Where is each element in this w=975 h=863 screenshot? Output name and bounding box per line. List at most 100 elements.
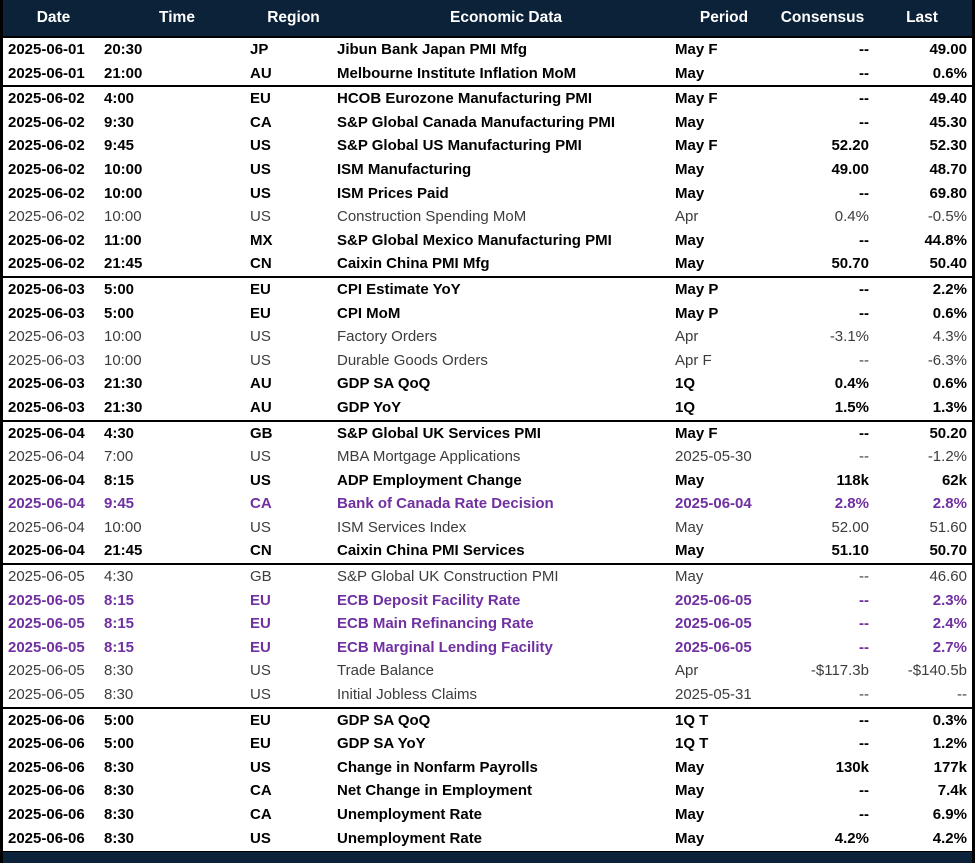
cell-consensus: 1.5%: [834, 398, 869, 416]
table-row: 2025-06-01 21:00 AU Melbourne Institute Inf…: [3, 62, 972, 86]
cell-period: May F: [675, 90, 718, 108]
cell-period: 2025-05-31: [675, 686, 752, 704]
cell-time: 8:30: [104, 662, 134, 680]
cell-region: US: [250, 137, 271, 155]
date-group-2025-06-02: 2025-06-02 4:00 EU HCOB Eurozone Manufactur…: [3, 85, 972, 276]
cell-event: GDP SA QoQ: [337, 711, 431, 729]
cell-last: 2.4%: [932, 615, 967, 633]
cell-region: EU: [250, 304, 271, 322]
table-row: 2025-06-03 5:00 EU CPI MoM May P -- 0.6%: [3, 302, 972, 326]
cell-last: 50.40: [929, 255, 967, 273]
cell-time: 21:30: [104, 375, 143, 393]
cell-date: 2025-06-04: [8, 424, 85, 442]
cell-last: 1.3%: [932, 398, 967, 416]
cell-date: 2025-06-06: [8, 806, 85, 823]
cell-consensus: --: [859, 711, 869, 729]
cell-period: May: [675, 568, 704, 586]
cell-consensus: 51.10: [831, 542, 869, 560]
cell-time: 10:00: [104, 208, 142, 226]
cell-date: 2025-06-06: [8, 782, 85, 800]
table-row: 2025-06-04 21:45 CN Caixin China PMI Servic…: [3, 539, 972, 563]
table-row: 2025-06-02 9:45 US S&P Global US Manufactur…: [3, 134, 972, 158]
cell-date: 2025-06-03: [8, 328, 85, 346]
table-row: 2025-06-02 11:00 MX S&P Global Mexico Manuf…: [3, 229, 972, 253]
cell-event: MBA Mortgage Applications: [337, 448, 521, 466]
cell-time: 21:45: [104, 255, 143, 273]
table-row: 2025-06-02 10:00 US Construction Spending M…: [3, 205, 972, 229]
cell-date: 2025-06-05: [8, 615, 85, 633]
cell-time: 8:30: [104, 829, 135, 847]
cell-consensus: --: [859, 64, 869, 82]
cell-region: CA: [250, 806, 272, 823]
cell-date: 2025-06-04: [8, 542, 85, 560]
table-row: 2025-06-06 8:30 CA Unemployment Rate May -- 6.…: [3, 803, 972, 827]
cell-consensus: --: [859, 782, 869, 800]
cell-consensus: --: [859, 591, 869, 609]
date-group-2025-06-03: 2025-06-03 5:00 EU CPI Estimate YoY May P -- 2…: [3, 275, 972, 420]
cell-last: 50.70: [929, 542, 967, 560]
cell-consensus: --: [859, 90, 869, 108]
cell-period: Apr: [675, 662, 699, 680]
cell-period: May F: [675, 137, 718, 155]
cell-period: May P: [675, 280, 719, 298]
table-row: 2025-06-02 4:00 EU HCOB Eurozone Manufactur…: [3, 87, 972, 111]
cell-last: 51.60: [929, 518, 967, 536]
cell-time: 8:15: [104, 615, 135, 633]
cell-time: 21:45: [104, 542, 143, 560]
cell-event: Durable Goods Orders: [337, 351, 488, 369]
cell-event: Initial Jobless Claims: [337, 686, 478, 704]
cell-event: ECB Main Refinancing Rate: [337, 615, 534, 633]
cell-consensus: --: [859, 41, 869, 58]
cell-consensus: 0.4%: [834, 375, 869, 393]
cell-last: 49.40: [929, 90, 967, 108]
cell-event: S&P Global UK Construction PMI: [337, 568, 559, 586]
cell-region: US: [250, 328, 271, 346]
cell-date: 2025-06-05: [8, 686, 85, 704]
table-row: 2025-06-05 8:30 US Trade Balance Apr -$117.3b…: [3, 659, 972, 683]
cell-period: 2025-06-05: [675, 638, 752, 656]
cell-date: 2025-06-02: [8, 137, 85, 155]
table-header: Date Time Region Economic Data Period Co…: [3, 0, 972, 38]
cell-event: Caixin China PMI Mfg: [337, 255, 490, 273]
cell-last: 0.6%: [932, 304, 967, 322]
cell-period: May: [675, 758, 705, 776]
cell-time: 8:30: [104, 782, 135, 800]
cell-time: 8:30: [104, 686, 134, 704]
cell-event: GDP YoY: [337, 398, 402, 416]
cell-last: 52.30: [929, 137, 967, 155]
cell-period: 1Q: [675, 398, 696, 416]
cell-last: 48.70: [929, 160, 967, 178]
column-header-date: Date: [36, 9, 71, 26]
cell-consensus: --: [859, 280, 869, 298]
cell-date: 2025-06-06: [8, 829, 85, 847]
cell-date: 2025-06-04: [8, 471, 85, 489]
table-row: 2025-06-06 8:30 US Change in Nonfarm Payrol…: [3, 756, 972, 780]
cell-region: US: [250, 184, 271, 202]
cell-time: 10:00: [104, 328, 142, 346]
cell-event: ISM Manufacturing: [337, 160, 472, 178]
table-row: 2025-06-04 9:45 CA Bank of Canada Rate Deci…: [3, 492, 972, 516]
cell-consensus: -3.1%: [829, 328, 869, 346]
cell-consensus: --: [859, 638, 869, 656]
cell-consensus: --: [859, 231, 869, 249]
cell-last: -1.2%: [927, 448, 967, 466]
cell-period: 2025-06-05: [675, 591, 752, 609]
table-row: 2025-06-02 10:00 US ISM Prices Paid May -- 69.…: [3, 182, 972, 206]
cell-period: Apr: [675, 208, 699, 226]
cell-time: 8:15: [104, 638, 135, 656]
cell-consensus: --: [859, 424, 869, 442]
cell-last: 4.3%: [932, 328, 967, 346]
cell-event: Jibun Bank Japan PMI Mfg: [337, 41, 528, 58]
cell-date: 2025-06-03: [8, 280, 85, 298]
cell-last: --: [957, 686, 967, 704]
cell-time: 7:00: [104, 448, 134, 466]
cell-last: 44.8%: [924, 231, 967, 249]
cell-period: May: [675, 782, 705, 800]
cell-last: 0.6%: [932, 64, 967, 82]
cell-period: 2025-06-05: [675, 615, 752, 633]
table-row: 2025-06-05 8:15 EU ECB Marginal Lending Fac…: [3, 636, 972, 660]
cell-event: CPI MoM: [337, 304, 401, 322]
date-group-2025-06-05: 2025-06-05 4:30 GB S&P Global UK Constructi…: [3, 563, 972, 707]
cell-region: CN: [250, 542, 272, 560]
